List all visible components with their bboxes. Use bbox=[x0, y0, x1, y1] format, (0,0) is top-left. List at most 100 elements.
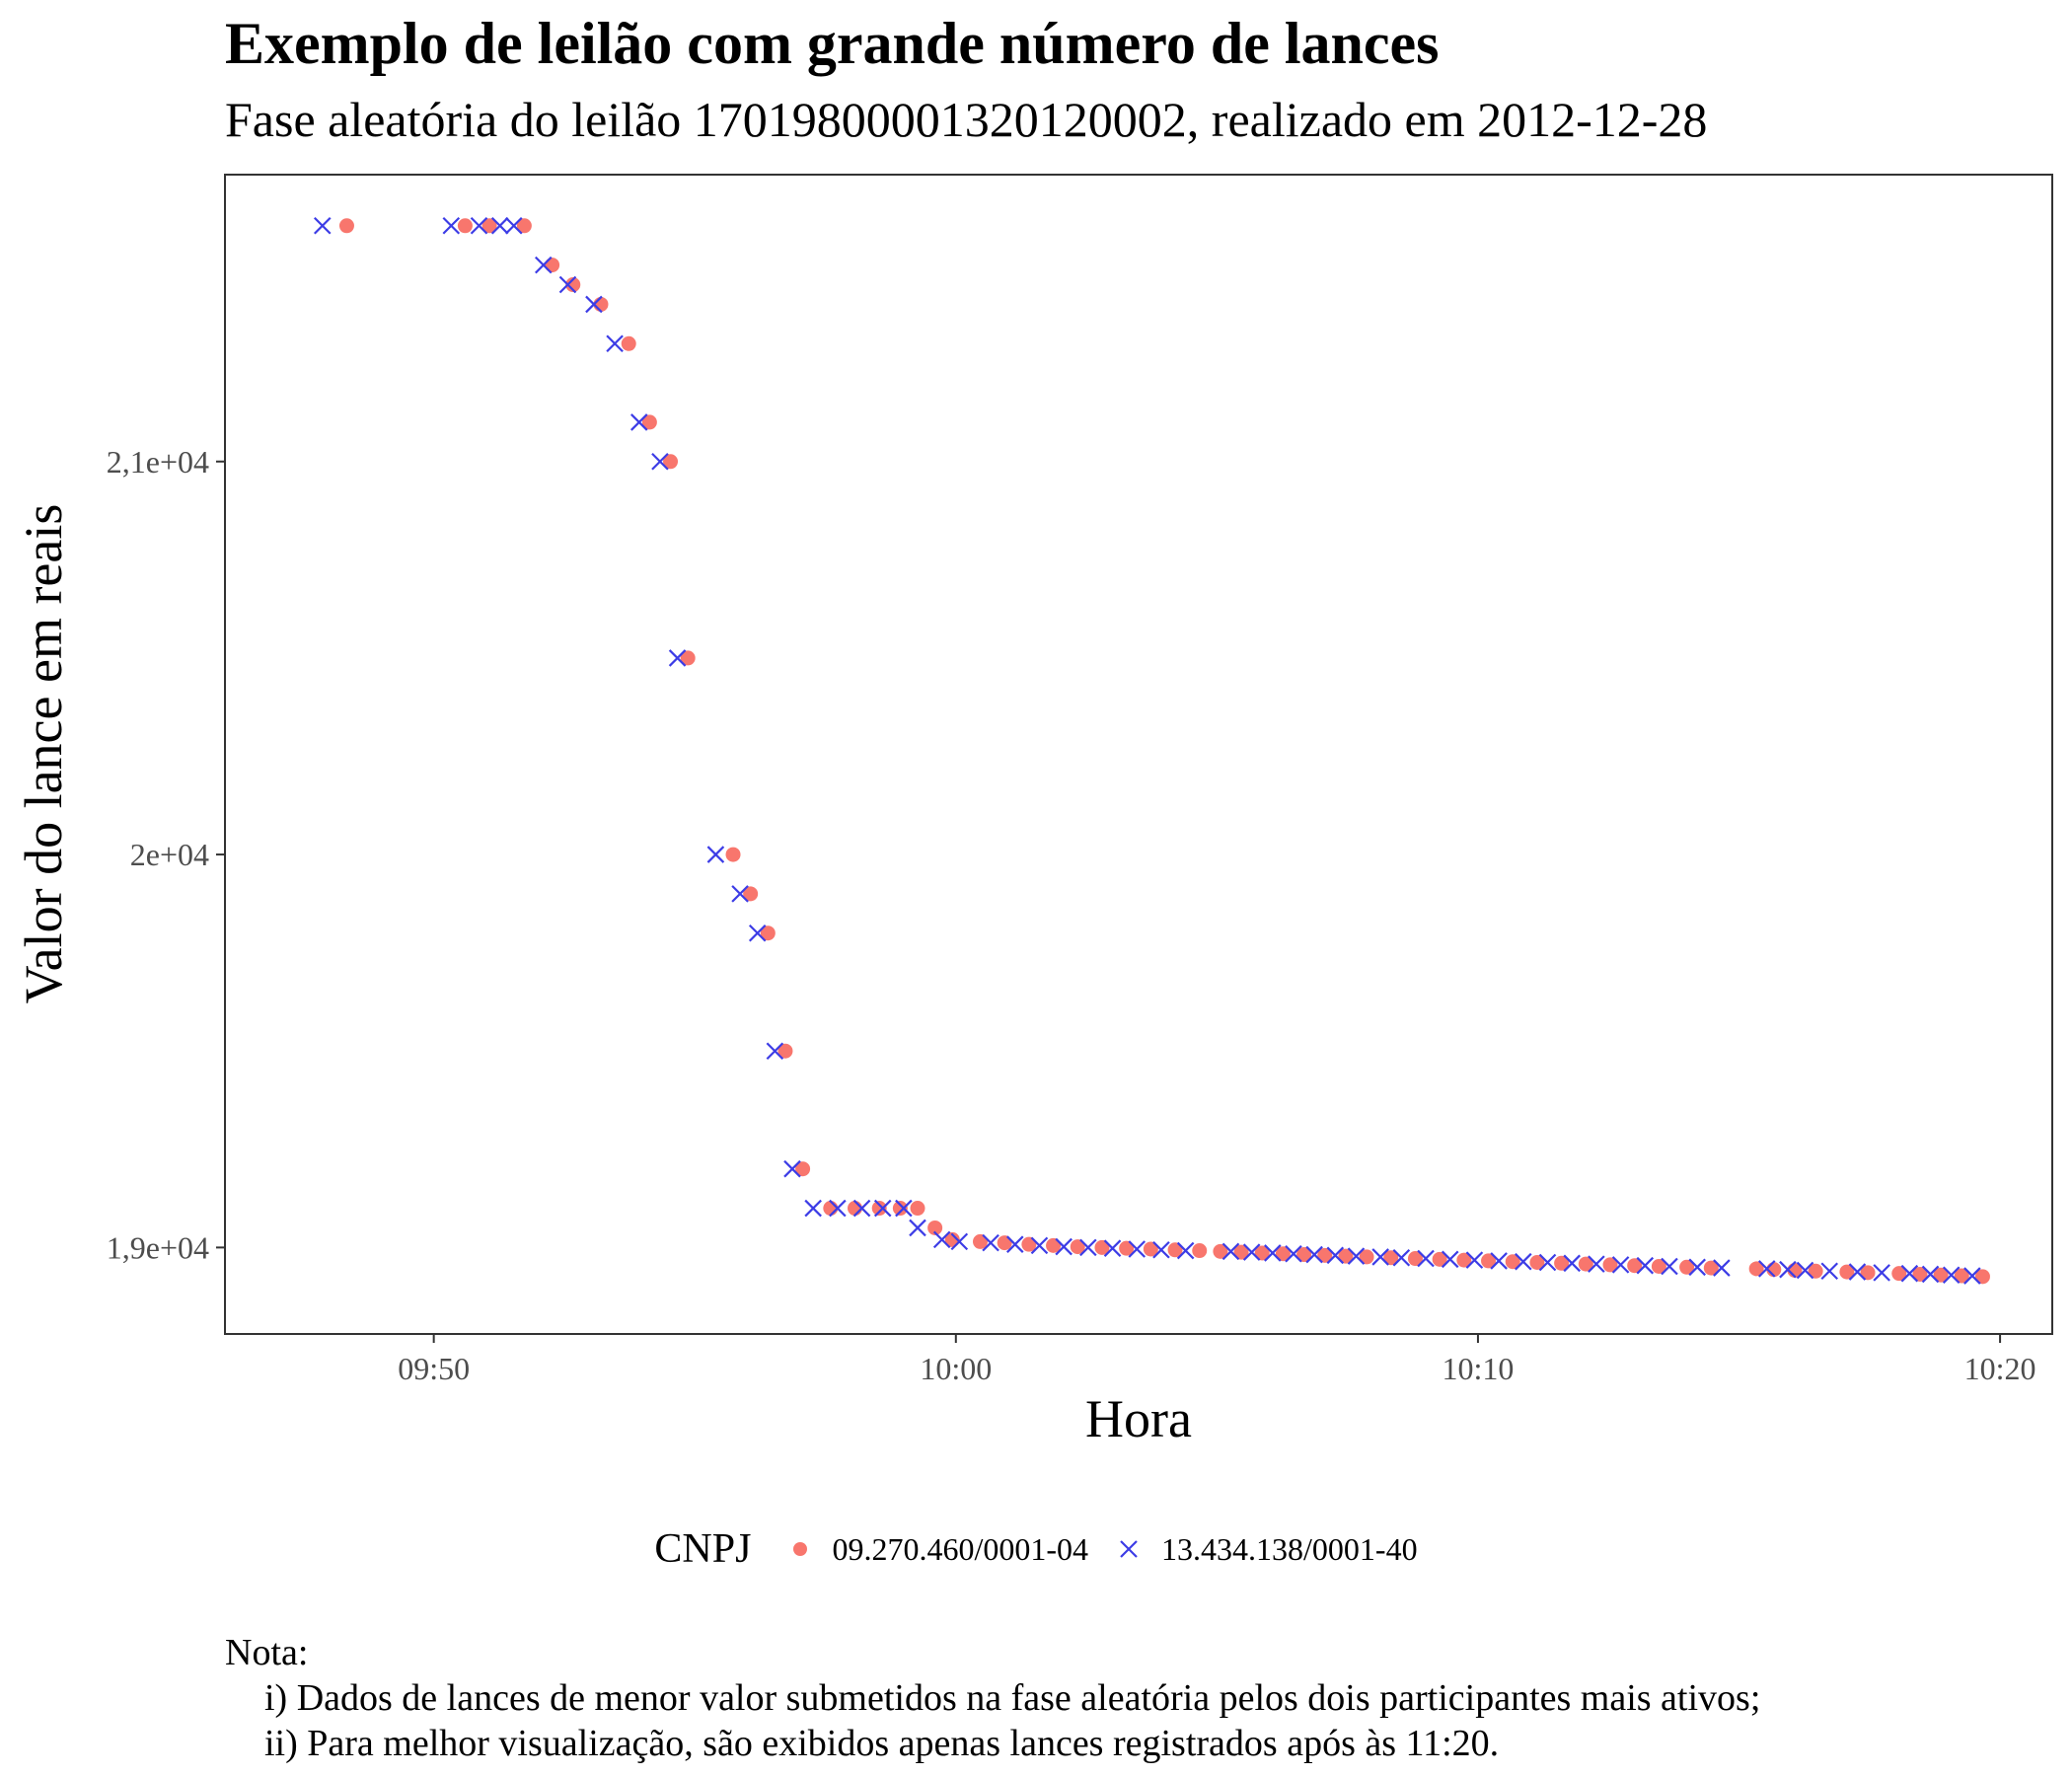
cross-stroke bbox=[585, 295, 603, 314]
data-point-circle bbox=[1432, 1251, 1447, 1267]
cross-stroke bbox=[1588, 1255, 1605, 1273]
cross-stroke bbox=[1796, 1261, 1814, 1280]
data-point-cross bbox=[783, 1159, 801, 1178]
data-point-cross bbox=[804, 1199, 822, 1218]
cross-stroke bbox=[1347, 1247, 1366, 1265]
x-tick-label: 10:10 bbox=[1442, 1351, 1514, 1386]
data-point-circle bbox=[565, 277, 581, 293]
data-point-cross bbox=[1347, 1247, 1366, 1265]
data-point-circle bbox=[777, 1043, 793, 1059]
cross-stroke bbox=[1176, 1241, 1195, 1260]
data-point-cross bbox=[534, 256, 553, 274]
data-point-cross bbox=[1417, 1249, 1435, 1268]
x-axis-title: Hora bbox=[1085, 1389, 1192, 1448]
scatter-chart: 1,9e+04 2e+04 2,1e+04 09:50 10:00 10:10 10:20… bbox=[14, 174, 2053, 1448]
data-point-circle bbox=[1627, 1258, 1643, 1274]
series-2-points bbox=[313, 217, 1981, 1285]
cross-stroke bbox=[1264, 1244, 1282, 1262]
data-point-circle bbox=[1529, 1255, 1545, 1271]
data-point-circle bbox=[1860, 1265, 1876, 1281]
data-point-cross bbox=[932, 1230, 951, 1249]
data-point-circle bbox=[1554, 1255, 1570, 1271]
data-point-cross bbox=[1326, 1246, 1345, 1265]
y-axis-title: Valor do lance em reais bbox=[14, 504, 73, 1004]
cross-stroke bbox=[442, 217, 461, 235]
cross-stroke bbox=[852, 1199, 871, 1218]
data-point-circle bbox=[1602, 1257, 1618, 1273]
data-points bbox=[313, 217, 1990, 1285]
data-point-cross bbox=[1490, 1252, 1508, 1270]
cross-stroke bbox=[1611, 1256, 1630, 1274]
cross-stroke bbox=[651, 452, 669, 471]
cross-stroke bbox=[1757, 1260, 1776, 1278]
cross-stroke bbox=[1465, 1251, 1484, 1269]
cross-stroke bbox=[1515, 1252, 1532, 1271]
data-point-cross bbox=[1688, 1258, 1706, 1277]
data-point-circle bbox=[1954, 1268, 1969, 1284]
x-tick-label: 10:00 bbox=[920, 1351, 992, 1386]
data-point-circle bbox=[1192, 1243, 1208, 1259]
cross-stroke bbox=[932, 1230, 951, 1249]
data-point-cross bbox=[1079, 1238, 1097, 1257]
y-tick-label: 2e+04 bbox=[130, 837, 209, 872]
data-point-cross bbox=[1515, 1252, 1532, 1271]
data-point-circle bbox=[1651, 1258, 1666, 1274]
cross-stroke bbox=[1490, 1252, 1508, 1270]
cross-stroke bbox=[909, 1219, 926, 1237]
data-point-cross bbox=[1963, 1267, 1981, 1285]
data-point-circle bbox=[1933, 1267, 1949, 1283]
cross-stroke bbox=[313, 217, 332, 235]
data-point-cross bbox=[1242, 1243, 1261, 1261]
cross-stroke bbox=[706, 846, 725, 863]
data-point-cross bbox=[950, 1232, 969, 1251]
cross-stroke bbox=[1688, 1258, 1706, 1277]
data-point-circle bbox=[1891, 1266, 1907, 1282]
data-point-cross bbox=[1563, 1254, 1581, 1273]
data-point-cross bbox=[1005, 1235, 1024, 1253]
cross-stroke bbox=[1285, 1244, 1302, 1263]
cross-stroke bbox=[470, 217, 488, 235]
data-point-cross bbox=[442, 217, 461, 235]
plot-panel bbox=[224, 174, 2053, 1335]
data-point-circle bbox=[1119, 1240, 1135, 1256]
data-point-cross bbox=[1176, 1241, 1195, 1260]
cross-stroke bbox=[668, 649, 687, 667]
data-point-circle bbox=[621, 335, 636, 351]
data-point-cross bbox=[873, 1199, 892, 1218]
data-point-circle bbox=[1143, 1241, 1158, 1257]
data-point-circle bbox=[1407, 1251, 1423, 1267]
cross-stroke bbox=[873, 1199, 892, 1218]
data-point-circle bbox=[1679, 1259, 1695, 1275]
cross-stroke bbox=[1636, 1256, 1655, 1275]
legend-item-series-1: 09.270.460/0001-04 bbox=[790, 1531, 1088, 1568]
data-point-cross bbox=[1942, 1266, 1961, 1285]
data-point-circle bbox=[641, 414, 657, 430]
cross-stroke bbox=[1079, 1238, 1097, 1257]
cross-stroke bbox=[1713, 1259, 1731, 1277]
data-point-circle bbox=[545, 258, 560, 273]
data-point-cross bbox=[1128, 1240, 1147, 1258]
data-point-circle bbox=[847, 1201, 862, 1217]
data-point-cross bbox=[1371, 1248, 1389, 1266]
data-point-circle bbox=[1481, 1253, 1497, 1269]
cross-stroke bbox=[748, 924, 767, 942]
data-point-cross bbox=[1921, 1265, 1940, 1284]
data-point-circle bbox=[1359, 1249, 1374, 1265]
cross-stroke bbox=[1942, 1266, 1961, 1285]
cross-stroke bbox=[490, 217, 509, 235]
cross-stroke bbox=[982, 1233, 999, 1252]
data-point-cross bbox=[470, 217, 488, 235]
data-point-circle bbox=[1317, 1247, 1333, 1263]
data-point-circle bbox=[680, 650, 696, 666]
data-point-circle bbox=[1167, 1242, 1183, 1258]
data-point-cross bbox=[651, 452, 669, 471]
data-point-circle bbox=[1383, 1250, 1399, 1266]
data-point-circle bbox=[823, 1201, 839, 1217]
cross-stroke bbox=[1128, 1240, 1147, 1258]
data-point-circle bbox=[1233, 1244, 1249, 1260]
note-heading: Nota: bbox=[225, 1632, 309, 1673]
cross-stroke bbox=[1055, 1237, 1073, 1256]
data-point-circle bbox=[1578, 1256, 1593, 1272]
circle-marker-icon bbox=[793, 1542, 808, 1556]
data-point-cross bbox=[1820, 1262, 1839, 1281]
